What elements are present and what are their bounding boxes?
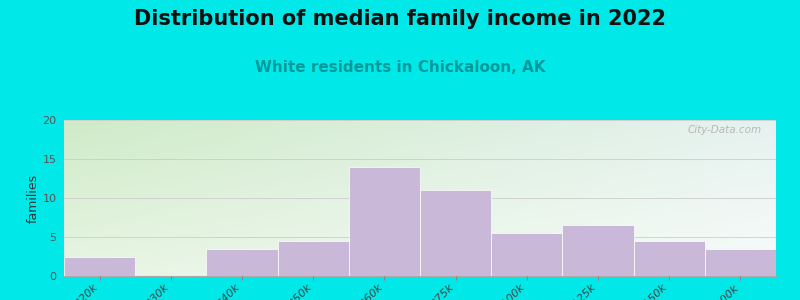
Bar bbox=[64, 256, 135, 276]
Text: City-Data.com: City-Data.com bbox=[688, 125, 762, 135]
Bar bbox=[349, 167, 420, 276]
Bar bbox=[705, 249, 776, 276]
Text: Distribution of median family income in 2022: Distribution of median family income in … bbox=[134, 9, 666, 29]
Bar bbox=[278, 241, 349, 276]
Bar bbox=[634, 241, 705, 276]
Bar bbox=[491, 233, 562, 276]
Bar bbox=[206, 249, 278, 276]
Y-axis label: families: families bbox=[26, 173, 39, 223]
Bar bbox=[420, 190, 491, 276]
Text: White residents in Chickaloon, AK: White residents in Chickaloon, AK bbox=[254, 60, 546, 75]
Bar bbox=[562, 225, 634, 276]
